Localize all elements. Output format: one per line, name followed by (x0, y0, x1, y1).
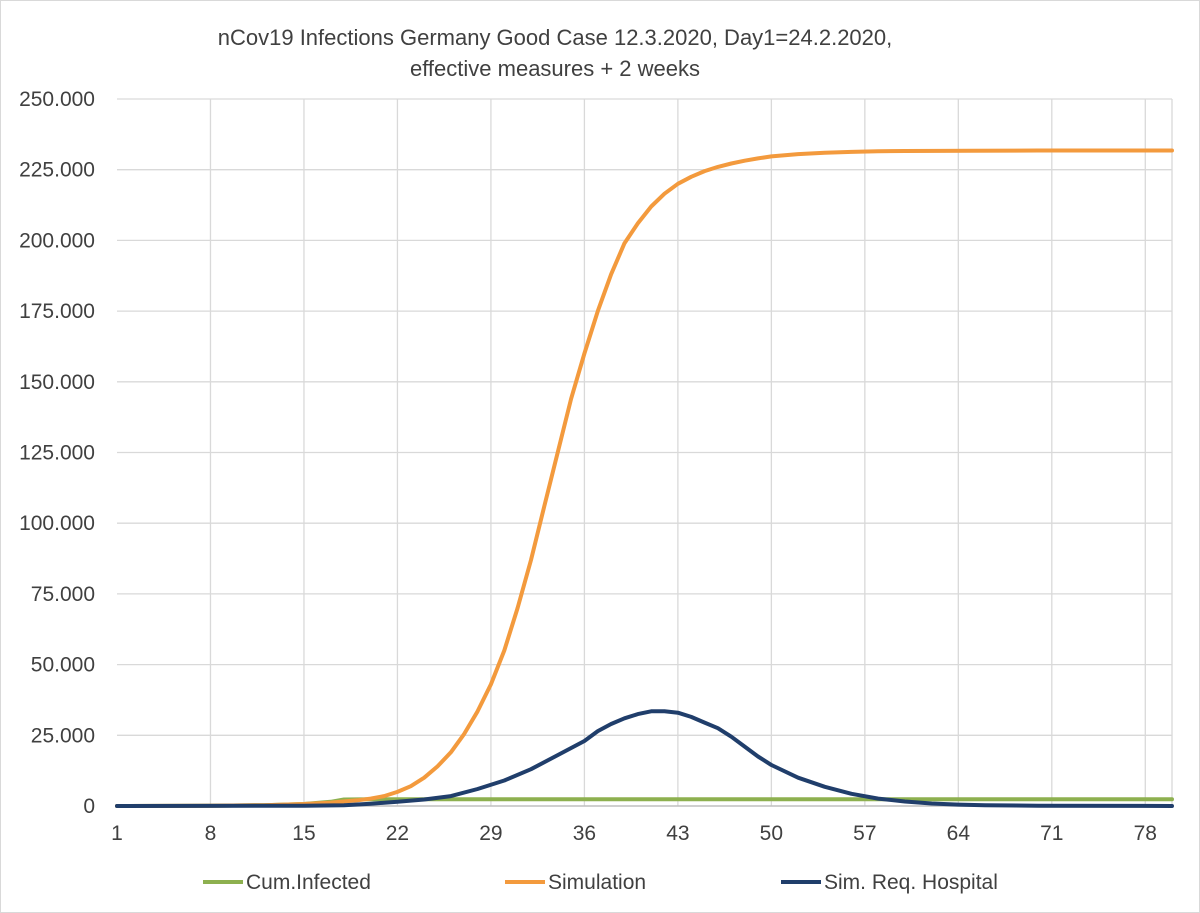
x-axis-tick-labels: 1 8 15 22 29 36 43 50 57 64 71 78 (111, 822, 1157, 845)
x-tick-label: 57 (853, 822, 876, 845)
legend-label-cum-infected: Cum.Infected (246, 871, 371, 894)
y-tick-label: 75.000 (31, 583, 95, 606)
y-tick-label: 125.000 (19, 442, 95, 465)
legend-label-simulation: Simulation (548, 871, 646, 894)
y-tick-label: 175.000 (19, 300, 95, 323)
legend-item-sim-req-hospital: Sim. Req. Hospital (781, 871, 998, 894)
y-tick-label: 25.000 (31, 724, 95, 747)
x-tick-label: 29 (479, 822, 502, 845)
y-tick-label: 50.000 (31, 654, 95, 677)
x-tick-label: 50 (760, 822, 783, 845)
x-tick-label: 36 (573, 822, 596, 845)
legend: Cum.Infected Simulation Sim. Req. Hospit… (203, 871, 998, 894)
y-tick-label: 0 (83, 795, 95, 818)
y-tick-label: 225.000 (19, 159, 95, 182)
series-line-simulation (115, 148, 1174, 808)
y-tick-label: 250.000 (19, 88, 95, 111)
x-tick-label: 43 (666, 822, 689, 845)
x-tick-label: 15 (292, 822, 315, 845)
y-tick-label: 150.000 (19, 371, 95, 394)
x-tick-label: 22 (386, 822, 409, 845)
chart-title-line-2: effective measures + 2 weeks (410, 56, 700, 81)
x-tick-label: 71 (1040, 822, 1063, 845)
x-tick-label: 78 (1134, 822, 1157, 845)
y-tick-label: 100.000 (19, 512, 95, 535)
y-axis-tick-labels: 0 25.000 50.000 75.000 100.000 125.000 150.000… (19, 88, 95, 818)
x-tick-label: 8 (205, 822, 217, 845)
chart-title-line-1: nCov19 Infections Germany Good Case 12.3… (218, 25, 893, 50)
x-tick-label: 1 (111, 822, 123, 845)
y-tick-label: 200.000 (19, 229, 95, 252)
series-lines (115, 148, 1174, 808)
legend-item-simulation: Simulation (505, 871, 646, 894)
series-line-sim-req-hospital (115, 709, 1174, 808)
legend-label-sim-req-hospital: Sim. Req. Hospital (824, 871, 998, 894)
legend-item-cum-infected: Cum.Infected (203, 871, 371, 894)
x-tick-label: 64 (947, 822, 971, 845)
